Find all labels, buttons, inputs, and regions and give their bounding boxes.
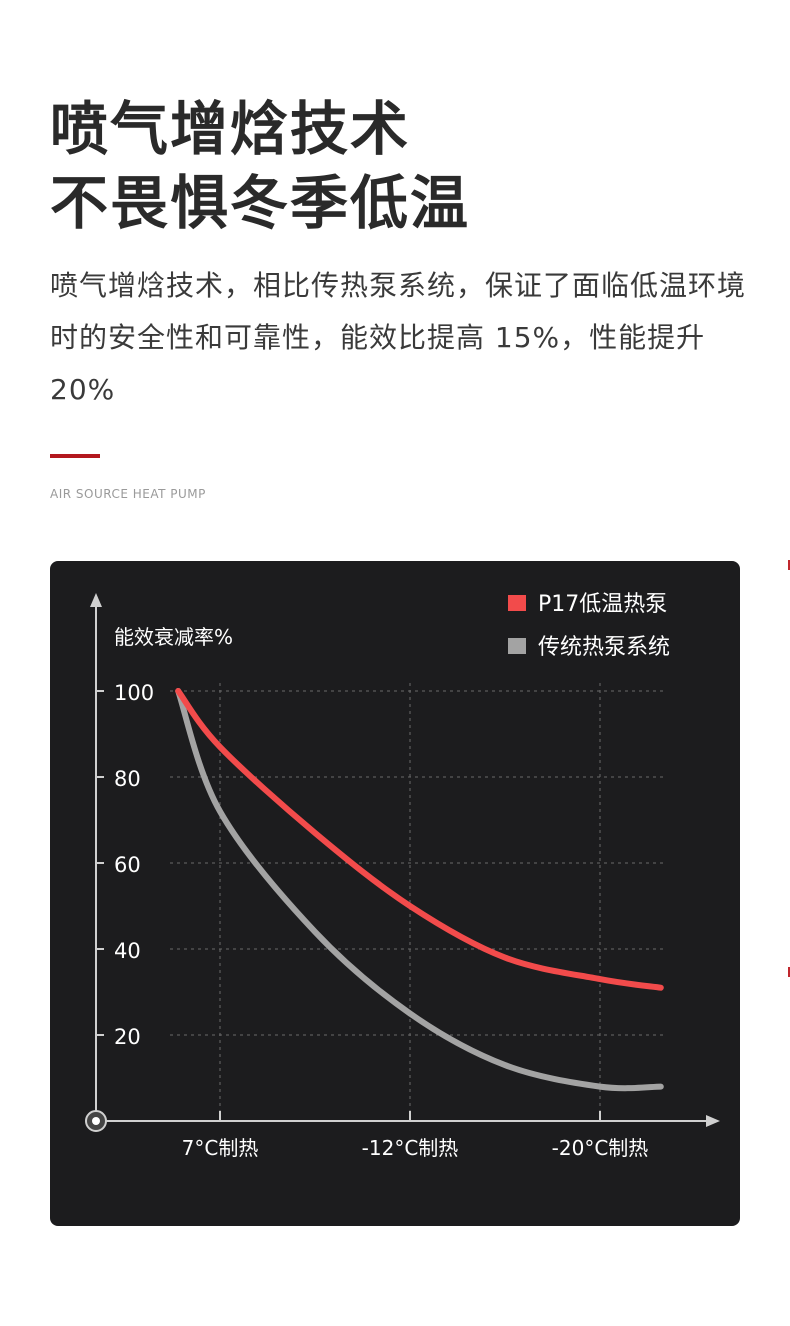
tagline: AIR SOURCE HEAT PUMP: [50, 487, 206, 501]
legend-label-1: 传统热泵系统: [538, 635, 670, 660]
chart-card: 20 40 60 80 100 7°C制热 -12°C制热 -20°C制热 能效衰减率% P17…: [50, 561, 740, 1226]
legend-swatch-0: [508, 595, 526, 611]
y-tick-label-20: 20: [114, 1025, 141, 1049]
edge-mark-top: [788, 560, 790, 570]
origin-dot: [92, 1117, 100, 1125]
grid-layer: [170, 683, 665, 1121]
axis-layer: [85, 593, 720, 1132]
headline: 喷气增焓技术 不畏惧冬季低温: [50, 92, 470, 240]
label-layer: 20 40 60 80 100 7°C制热 -12°C制热 -20°C制热 能效衰减率%: [114, 625, 648, 1160]
description: 喷气增焓技术，相比传热泵系统，保证了面临低温环境时的安全性和可靠性，能效比提高 …: [50, 269, 747, 406]
headline-line-1: 喷气增焓技术: [50, 95, 411, 163]
y-tick-label-100: 100: [114, 681, 154, 705]
efficiency-chart: 20 40 60 80 100 7°C制热 -12°C制热 -20°C制热 能效衰减率% P17…: [85, 592, 720, 1160]
legend-label-0: P17低温热泵: [538, 592, 667, 617]
series-line-1: [175, 688, 664, 1092]
accent-divider: [50, 454, 100, 458]
y-tick-label-40: 40: [114, 939, 141, 963]
legend-swatch-1: [508, 638, 526, 654]
x-tick-label-0: 7°C制热: [182, 1136, 259, 1160]
series-line-0: [175, 688, 664, 991]
series-layer: [175, 688, 664, 1092]
y-axis-label: 能效衰减率%: [114, 625, 233, 649]
x-tick-label-1: -12°C制热: [362, 1136, 459, 1160]
y-axis-arrow: [90, 593, 102, 607]
x-axis-arrow: [706, 1115, 720, 1127]
y-tick-label-60: 60: [114, 853, 141, 877]
edge-mark-bottom: [788, 967, 790, 977]
x-tick-label-2: -20°C制热: [552, 1136, 649, 1160]
y-tick-label-80: 80: [114, 767, 141, 791]
headline-line-2: 不畏惧冬季低温: [50, 169, 471, 237]
